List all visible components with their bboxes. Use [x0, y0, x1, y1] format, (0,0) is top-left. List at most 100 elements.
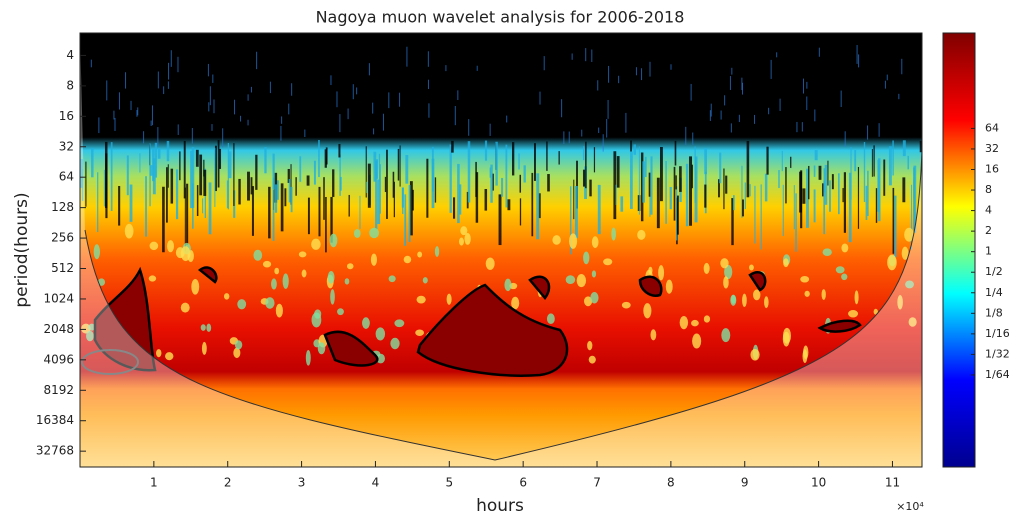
- texture-spot: [583, 251, 590, 265]
- texture-spot: [93, 244, 101, 260]
- texture-spot: [546, 313, 555, 325]
- x-tick-label: 10: [811, 476, 826, 490]
- texture-spot: [191, 278, 200, 295]
- colorbar-tick-label: 16: [985, 162, 999, 175]
- texture-spot: [749, 264, 754, 271]
- texture-spot: [730, 294, 737, 306]
- texture-spot: [148, 275, 157, 282]
- texture-spot: [200, 324, 206, 331]
- texture-spot: [908, 317, 917, 327]
- texture-spot: [156, 349, 162, 358]
- texture-spot: [370, 253, 378, 266]
- texture-spot: [376, 353, 385, 364]
- texture-spot: [301, 269, 307, 278]
- texture-spot: [233, 347, 241, 359]
- colorbar-tick-label: 32: [985, 142, 999, 155]
- texture-spot: [648, 266, 653, 275]
- texture-spot: [165, 352, 174, 361]
- y-tick-label: 8192: [43, 383, 74, 397]
- texture-spot: [721, 328, 731, 343]
- texture-spot: [841, 243, 849, 253]
- scalogram: [80, 33, 922, 467]
- texture-spot: [375, 327, 386, 341]
- colorbar-scale: [942, 32, 976, 468]
- texture-spot: [750, 348, 760, 361]
- texture-spot: [416, 295, 426, 304]
- texture-spot: [434, 246, 440, 257]
- texture-spot: [835, 266, 845, 274]
- texture-spot: [167, 240, 174, 253]
- texture-spot: [901, 246, 909, 260]
- texture-spot: [282, 273, 289, 289]
- colorbar-tick-label: 1/4: [985, 286, 1003, 299]
- x-tick-label: 6: [519, 476, 527, 490]
- texture-spot: [576, 274, 587, 288]
- texture-spot: [691, 319, 699, 327]
- texture-spot: [643, 303, 652, 319]
- texture-spot: [782, 327, 792, 344]
- texture-spot: [180, 246, 191, 262]
- cone-of-influence: [84, 149, 922, 461]
- x-tick-label: 1: [150, 476, 158, 490]
- texture-spot: [271, 278, 277, 290]
- texture-spot: [764, 296, 769, 309]
- texture-spot: [590, 292, 599, 304]
- texture-spot: [311, 312, 322, 328]
- y-axis-label: period(hours): [12, 192, 32, 307]
- cone-of-influence-shade: [80, 33, 922, 467]
- texture-spot: [897, 295, 903, 310]
- texture-spot: [329, 233, 338, 248]
- colorbar-tick-label: 1/2: [985, 265, 1003, 278]
- texture-spot: [753, 289, 761, 301]
- texture-spot: [298, 251, 307, 258]
- y-tick-label: 16: [59, 109, 74, 123]
- texture-spot: [637, 229, 646, 240]
- texture-spot: [88, 323, 96, 331]
- texture-spot: [311, 238, 321, 250]
- plot-frame: [79, 32, 923, 468]
- texture-spot: [305, 350, 311, 366]
- texture-spot: [504, 278, 512, 292]
- texture-spot: [390, 337, 400, 350]
- x-multiplier: ×10⁴: [896, 500, 924, 513]
- colorbar-tick-label: 2: [985, 224, 992, 237]
- texture-spot: [587, 340, 593, 351]
- texture-spot: [86, 330, 94, 342]
- texture-spot: [458, 237, 464, 246]
- texture-spot: [569, 233, 578, 249]
- edge-contour: [81, 349, 139, 375]
- colorbar-tick-label: 8: [985, 183, 992, 196]
- chart-title: Nagoya muon wavelet analysis for 2006-20…: [316, 8, 685, 27]
- texture-spot: [327, 271, 335, 284]
- texture-spot: [742, 293, 747, 307]
- texture-spot: [821, 289, 826, 301]
- texture-spot: [650, 329, 657, 341]
- y-tick-label: 128: [51, 200, 74, 214]
- y-tick-label: 1024: [43, 291, 74, 305]
- texture-spot: [394, 319, 405, 328]
- texture-spot: [253, 249, 263, 261]
- texture-spot: [344, 278, 350, 285]
- texture-spot: [703, 315, 711, 323]
- texture-spot: [591, 270, 597, 278]
- y-tick-label: 2048: [43, 322, 74, 336]
- texture-spot: [887, 254, 897, 271]
- texture-spot: [237, 299, 247, 310]
- texture-spot: [565, 275, 576, 285]
- colorbar-tick-label: 64: [985, 121, 999, 134]
- texture-spot: [822, 248, 832, 257]
- texture-spot: [611, 227, 616, 241]
- texture-spot: [223, 293, 230, 300]
- texture-spot: [658, 265, 665, 281]
- texture-spot: [460, 226, 468, 236]
- texture-spot: [464, 232, 471, 245]
- texture-spot: [234, 340, 243, 350]
- texture-spot: [422, 277, 428, 284]
- x-tick-label: 7: [593, 476, 601, 490]
- texture-spot: [804, 290, 810, 297]
- y-tick-label: 16384: [36, 413, 74, 427]
- texture-spot: [724, 264, 733, 280]
- texture-spot: [665, 279, 673, 294]
- colorbar-tick-label: 1/8: [985, 306, 1003, 319]
